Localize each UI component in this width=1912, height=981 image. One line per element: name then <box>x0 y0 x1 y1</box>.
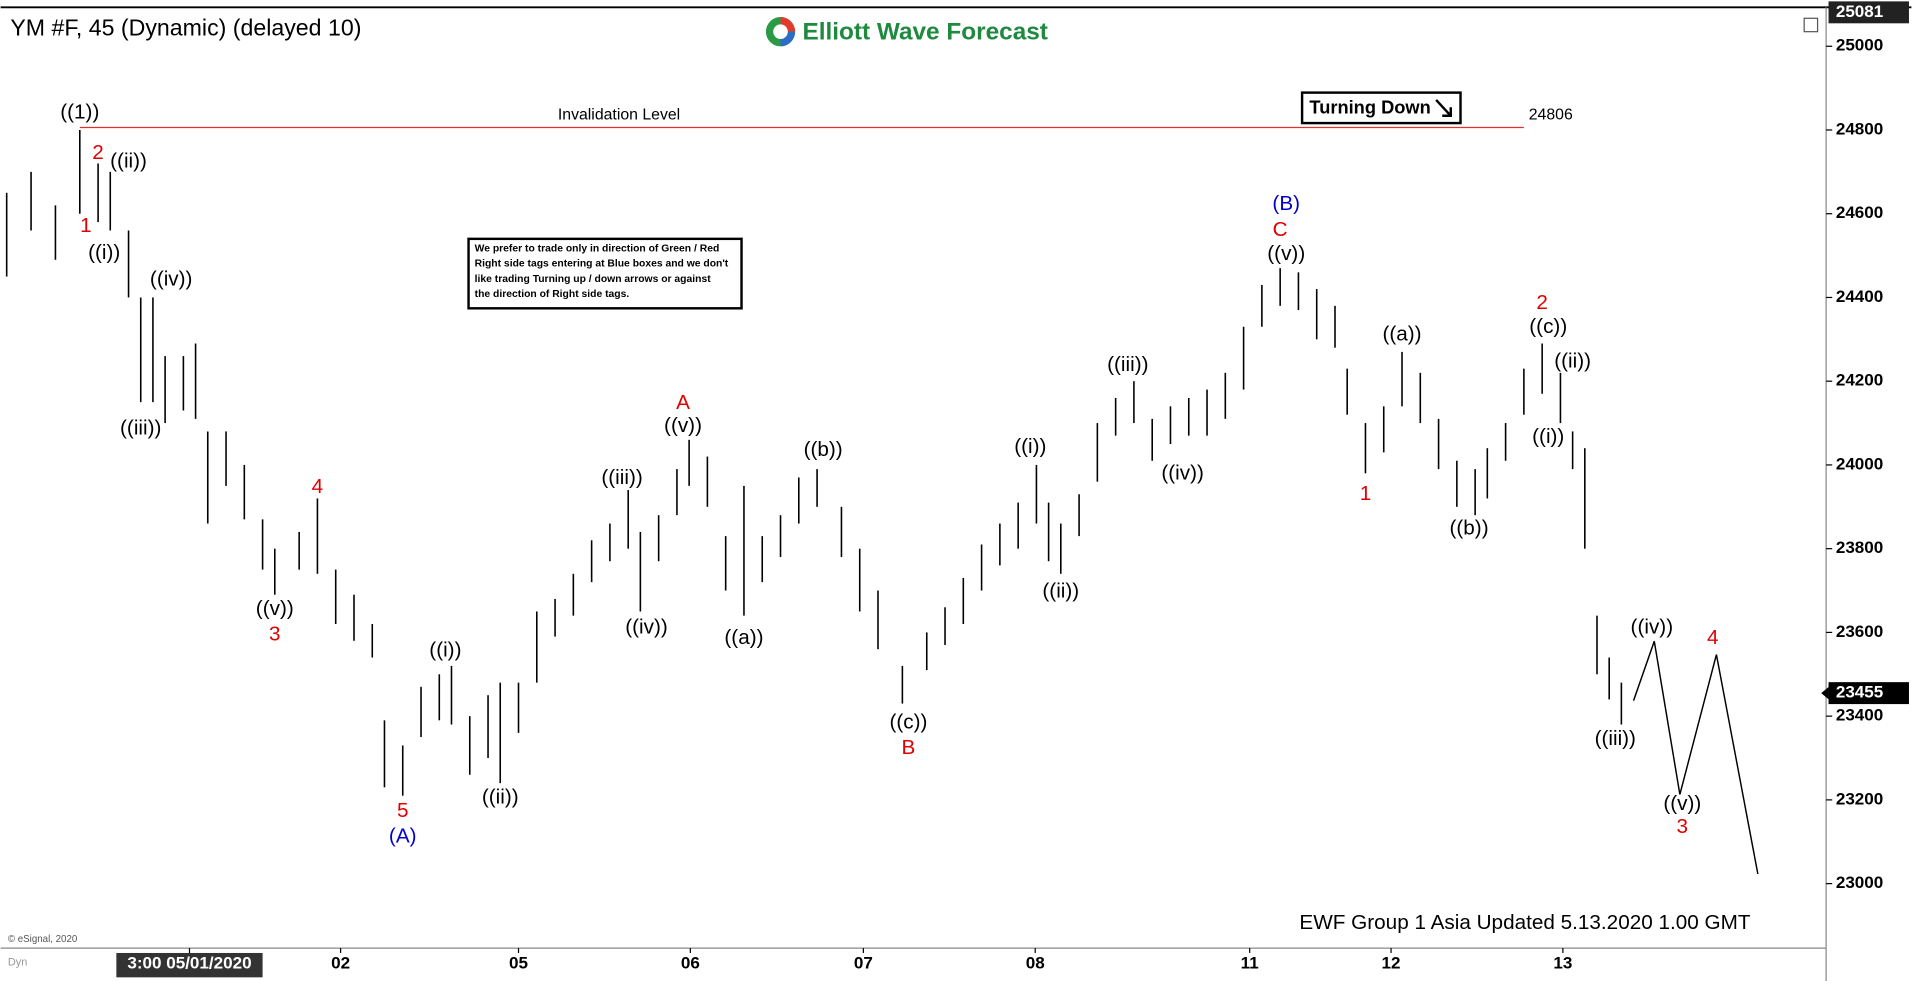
y-tick-label: 24800 <box>1836 119 1883 138</box>
badge-text: Turning Down <box>1309 96 1430 117</box>
wave-label: 1 <box>80 214 92 237</box>
wave-label: C <box>1273 218 1288 241</box>
wave-label: ((b)) <box>804 438 843 461</box>
wave-label: 2 <box>92 141 104 164</box>
x-tick-label: 06 <box>681 953 700 972</box>
wave-label: ((i)) <box>88 241 120 264</box>
wave-label: 4 <box>1707 626 1719 649</box>
x-tick-label: 12 <box>1382 953 1401 972</box>
wave-label: 1 <box>1360 482 1372 505</box>
wave-label: 4 <box>312 475 324 498</box>
last-price-pointer <box>1821 687 1829 700</box>
wave-label: (B) <box>1272 192 1300 215</box>
wave-label: ((v)) <box>664 414 702 437</box>
x-tick-highlight <box>116 952 263 978</box>
y-tick-label: 24400 <box>1836 287 1883 306</box>
wave-label: ((iv)) <box>150 268 193 291</box>
x-tick-label: 13 <box>1553 953 1572 972</box>
y-tick-label: 23800 <box>1836 538 1883 557</box>
y-tick-label: 24000 <box>1836 454 1883 473</box>
last-price-box <box>1828 682 1909 705</box>
wave-label: ((iv)) <box>625 615 668 638</box>
wave-label: 3 <box>1677 815 1689 838</box>
x-tick-label: 05 <box>509 953 528 972</box>
invalidation-label: Invalidation Level <box>558 106 680 123</box>
x-tick-label: 3:00 05/01/2020 <box>127 953 251 972</box>
wave-label: ((ii)) <box>110 150 147 173</box>
wave-label: ((i)) <box>429 638 461 661</box>
note-line: the direction of Right side tags. <box>475 289 630 300</box>
x-tick-label: 07 <box>854 953 873 972</box>
wave-label: ((iii)) <box>601 466 642 489</box>
y-tick-label: 23400 <box>1836 706 1883 725</box>
y-tick-label: 24600 <box>1836 203 1883 222</box>
wave-label: ((i)) <box>1532 425 1564 448</box>
wave-label: B <box>902 736 916 759</box>
wave-label: ((ii)) <box>1554 349 1591 372</box>
x-tick-label: 02 <box>331 953 350 972</box>
wave-label: ((i)) <box>1014 435 1046 458</box>
wave-label: ((a)) <box>1382 323 1421 346</box>
note-line: like trading Turning up / down arrows or… <box>475 274 712 285</box>
wave-label: ((v)) <box>1663 792 1701 815</box>
footer: EWF Group 1 Asia Updated 5.13.2020 1.00 … <box>1299 911 1750 934</box>
top-price: 25081 <box>1836 2 1883 21</box>
wave-label: ((iv)) <box>1631 615 1674 638</box>
wave-label: ((a)) <box>724 626 763 649</box>
wave-label: ((c)) <box>1529 315 1567 338</box>
y-tick-label: 23600 <box>1836 622 1883 641</box>
y-tick-label: 24200 <box>1836 371 1883 390</box>
note-line: We prefer to trade only in direction of … <box>475 243 720 254</box>
wave-label: ((v)) <box>1267 242 1305 265</box>
wave-label: A <box>676 391 690 414</box>
wave-label: ((c)) <box>890 710 928 733</box>
badge-box <box>1300 91 1462 125</box>
y-tick-label: 25000 <box>1836 36 1883 55</box>
note-line: Right side tags entering at Blue boxes a… <box>475 259 729 270</box>
brand-name: Elliott Wave Forecast <box>802 18 1047 45</box>
wave-label: ((iii)) <box>1595 727 1636 750</box>
projection-path <box>1632 640 1759 875</box>
badge-arrow <box>1435 99 1452 117</box>
wave-label: 2 <box>1536 291 1548 314</box>
last-price: 23455 <box>1836 683 1883 702</box>
wave-label: ((iv)) <box>1161 462 1204 485</box>
x-tick-label: 08 <box>1026 953 1045 972</box>
y-tick-label: 23200 <box>1836 789 1883 808</box>
wave-label: 3 <box>269 622 281 645</box>
wave-label: ((b)) <box>1449 516 1488 539</box>
note-box <box>467 237 743 310</box>
wave-label: 5 <box>397 799 409 822</box>
invalidation-value: 24806 <box>1529 106 1573 123</box>
top-price-box <box>1828 1 1909 24</box>
brand-logo <box>765 17 796 47</box>
window-icon <box>1803 17 1819 33</box>
wave-label: ((v)) <box>256 597 294 620</box>
copyright: © eSignal, 2020 <box>8 934 78 945</box>
x-tick-label: 11 <box>1241 953 1259 972</box>
wave-label: ((iii)) <box>1107 353 1148 376</box>
mode-label: Dyn <box>8 957 27 969</box>
wave-label: ((1)) <box>60 101 99 124</box>
wave-label: ((ii)) <box>1042 580 1079 603</box>
y-tick-label: 23000 <box>1836 873 1883 892</box>
wave-label: ((iii)) <box>120 416 161 439</box>
wave-label: (A) <box>389 825 417 848</box>
wave-label: ((ii)) <box>482 786 519 809</box>
chart-title: YM #F, 45 (Dynamic) (delayed 10) <box>10 14 361 40</box>
